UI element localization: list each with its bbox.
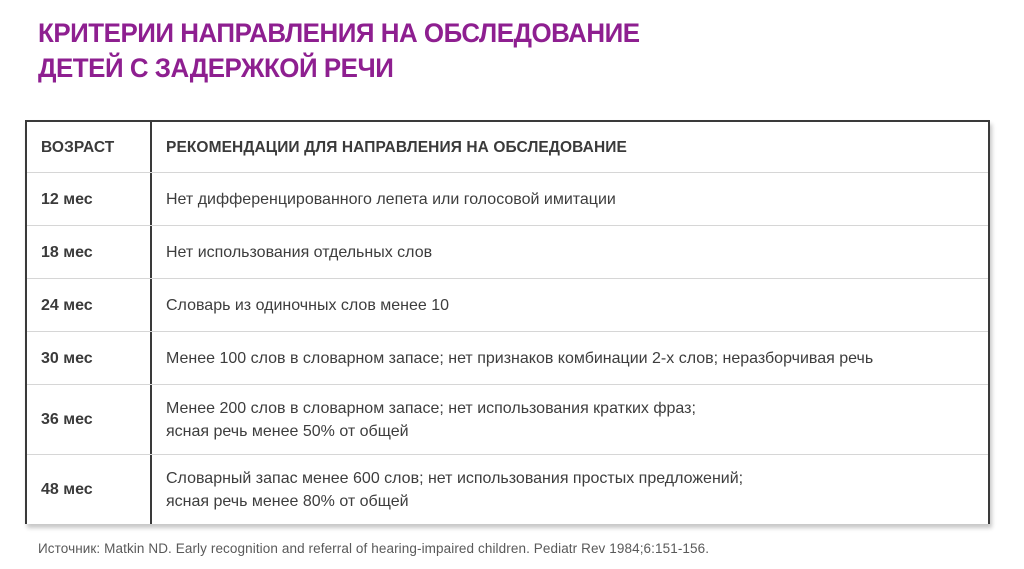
source-citation: Источник: Matkin ND. Early recognition a… (38, 541, 710, 556)
table-row: 30 мес Менее 100 слов в словарном запасе… (27, 331, 988, 384)
recommendation-cell: Менее 200 слов в словарном запасе; нет и… (166, 399, 696, 440)
table-row: 18 мес Нет использования отдельных слов (27, 225, 988, 278)
age-cell: 24 мес (27, 279, 152, 331)
table-row: 12 мес Нет дифференцированного лепета ил… (27, 172, 988, 225)
recommendation-cell: Нет использования отдельных слов (166, 243, 433, 261)
age-cell: 30 мес (27, 332, 152, 384)
column-header-recommendation: РЕКОМЕНДАЦИИ ДЛЯ НАПРАВЛЕНИЯ НА ОБСЛЕДОВ… (166, 138, 627, 156)
age-cell: 18 мес (27, 226, 152, 278)
table-row: 36 мес Менее 200 слов в словарном запасе… (27, 384, 988, 454)
age-cell: 12 мес (27, 173, 152, 225)
recommendation-cell: Словарь из одиночных слов менее 10 (166, 296, 450, 314)
age-cell: 48 мес (27, 455, 152, 524)
column-header-age: ВОЗРАСТ (27, 122, 152, 172)
recommendation-cell: Словарный запас менее 600 слов; нет испо… (166, 469, 744, 510)
table-row: 24 мес Словарь из одиночных слов менее 1… (27, 278, 988, 331)
recommendation-cell: Менее 100 слов в словарном запасе; нет п… (166, 349, 874, 367)
page-title-line1: КРИТЕРИИ НАПРАВЛЕНИЯ НА ОБСЛЕДОВАНИЕ (38, 18, 640, 48)
table-row: 48 мес Словарный запас менее 600 слов; н… (27, 454, 988, 524)
recommendation-cell: Нет дифференцированного лепета или голос… (166, 190, 616, 208)
age-cell: 36 мес (27, 385, 152, 454)
page-title-line2: ДЕТЕЙ С ЗАДЕРЖКОЙ РЕЧИ (38, 53, 394, 83)
page-title: КРИТЕРИИ НАПРАВЛЕНИЯ НА ОБСЛЕДОВАНИЕ ДЕТ… (38, 16, 640, 86)
table-header-row: ВОЗРАСТ РЕКОМЕНДАЦИИ ДЛЯ НАПРАВЛЕНИЯ НА … (27, 122, 988, 172)
referral-criteria-table: ВОЗРАСТ РЕКОМЕНДАЦИИ ДЛЯ НАПРАВЛЕНИЯ НА … (25, 120, 990, 524)
